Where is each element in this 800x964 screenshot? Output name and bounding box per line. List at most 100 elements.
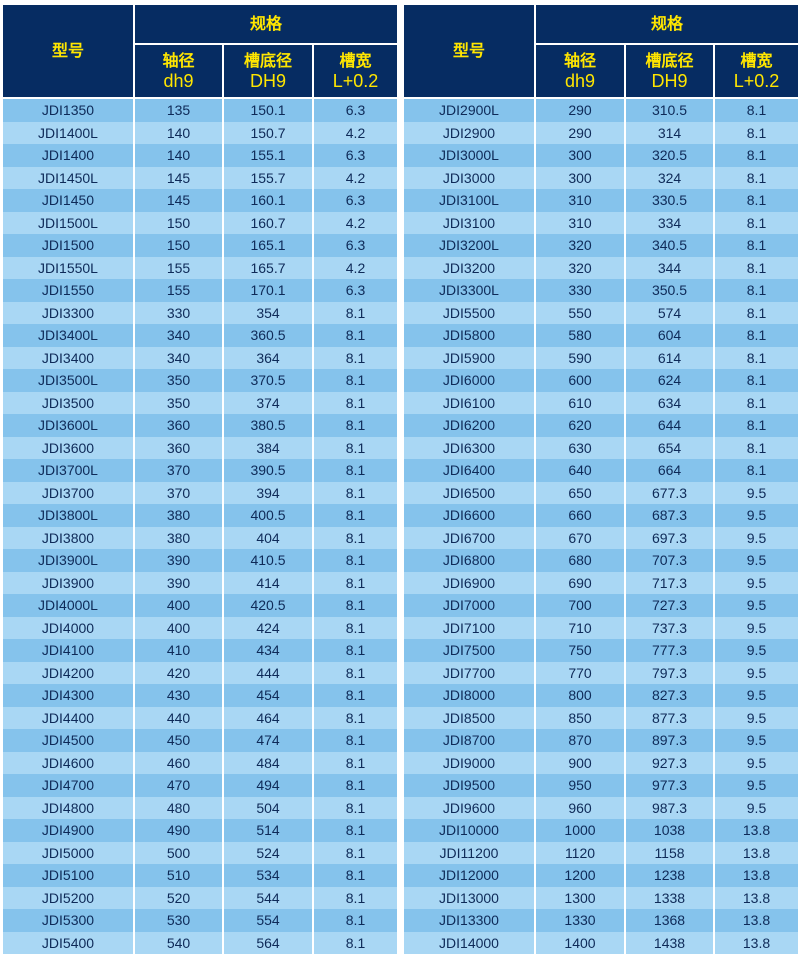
cell-model: JDI6700 — [404, 526, 535, 549]
cell-groove-dia: 474 — [222, 729, 313, 752]
cell-model: JDI9600 — [404, 796, 535, 819]
cell-shaft-dia: 140 — [133, 144, 223, 167]
cell-groove-width: 8.1 — [311, 706, 398, 729]
cell-model: JDI5800 — [404, 324, 535, 347]
cell-model: JDI3900 — [3, 571, 134, 594]
cell-groove-width: 8.1 — [311, 369, 398, 392]
table-row: JDI5000 500 524 8.1 — [3, 841, 398, 864]
cell-model: JDI3000L — [404, 144, 535, 167]
header-shaft-dia: 轴径 dh9 — [534, 44, 626, 99]
cell-groove-dia: 155.1 — [222, 144, 313, 167]
cell-groove-width: 8.1 — [712, 346, 799, 369]
cell-groove-width: 9.5 — [712, 504, 799, 527]
cell-groove-width: 8.1 — [712, 121, 799, 144]
cell-model: JDI6900 — [404, 571, 535, 594]
cell-groove-width: 8.1 — [311, 481, 398, 504]
cell-groove-dia: 524 — [222, 841, 313, 864]
table-row: JDI3700 370 394 8.1 — [3, 481, 398, 504]
cell-model: JDI3200L — [404, 234, 535, 257]
cell-model: JDI6600 — [404, 504, 535, 527]
table-row: JDI4900 490 514 8.1 — [3, 819, 398, 842]
cell-groove-width: 8.1 — [311, 729, 398, 752]
spec-table-left: 型号 规格 轴径 dh9 槽底径 DH9 槽宽 L+0.2 JDI1350 135 150… — [3, 5, 398, 954]
cell-shaft-dia: 340 — [133, 346, 223, 369]
cell-model: JDI3400L — [3, 324, 134, 347]
cell-model: JDI5900 — [404, 346, 535, 369]
cell-model: JDI7100 — [404, 616, 535, 639]
cell-groove-dia: 927.3 — [624, 751, 714, 774]
header-label: 槽底径 — [645, 51, 694, 70]
cell-model: JDI2900L — [404, 98, 535, 122]
cell-shaft-dia: 950 — [534, 774, 625, 797]
cell-groove-width: 8.1 — [712, 369, 799, 392]
header-model: 型号 — [404, 5, 536, 99]
cell-groove-dia: 707.3 — [624, 549, 714, 572]
cell-model: JDI3500L — [3, 369, 134, 392]
cell-groove-dia: 1368 — [624, 909, 714, 932]
table-row: JDI14000 1400 1438 13.8 — [404, 931, 799, 954]
table-row: JDI6300 630 654 8.1 — [404, 436, 799, 459]
table-row: JDI3400L 340 360.5 8.1 — [3, 324, 398, 347]
table-row: JDI1550L 155 165.7 4.2 — [3, 256, 398, 279]
cell-shaft-dia: 1000 — [534, 819, 625, 842]
cell-groove-width: 9.5 — [712, 481, 799, 504]
cell-shaft-dia: 140 — [133, 121, 223, 144]
cell-groove-dia: 534 — [222, 864, 313, 887]
cell-groove-dia: 330.5 — [624, 189, 714, 212]
cell-groove-dia: 354 — [222, 301, 313, 324]
cell-shaft-dia: 510 — [133, 864, 223, 887]
cell-shaft-dia: 155 — [133, 279, 223, 302]
cell-shaft-dia: 1200 — [534, 864, 625, 887]
header-tolerance: L+0.2 — [332, 71, 379, 91]
cell-shaft-dia: 590 — [534, 346, 625, 369]
table-row: JDI1550 155 170.1 6.3 — [3, 279, 398, 302]
cell-shaft-dia: 460 — [133, 751, 223, 774]
table-row: JDI3300 330 354 8.1 — [3, 301, 398, 324]
table-row: JDI7000 700 727.3 9.5 — [404, 594, 799, 617]
table-row: JDI6500 650 677.3 9.5 — [404, 481, 799, 504]
table-row: JDI6200 620 644 8.1 — [404, 414, 799, 437]
cell-groove-width: 4.2 — [311, 211, 398, 234]
cell-shaft-dia: 350 — [133, 391, 223, 414]
table-row: JDI3800 380 404 8.1 — [3, 526, 398, 549]
cell-model: JDI13300 — [404, 909, 535, 932]
cell-model: JDI1450L — [3, 166, 134, 189]
cell-groove-dia: 150.1 — [222, 98, 313, 122]
cell-shaft-dia: 490 — [133, 819, 223, 842]
cell-groove-width: 8.1 — [311, 571, 398, 594]
cell-groove-width: 13.8 — [712, 909, 799, 932]
cell-groove-dia: 1238 — [624, 864, 714, 887]
cell-model: JDI3200 — [404, 256, 535, 279]
cell-shaft-dia: 320 — [534, 234, 625, 257]
table-row: JDI4600 460 484 8.1 — [3, 751, 398, 774]
cell-groove-width: 8.1 — [311, 324, 398, 347]
cell-shaft-dia: 630 — [534, 436, 625, 459]
table-row: JDI4800 480 504 8.1 — [3, 796, 398, 819]
cell-shaft-dia: 580 — [534, 324, 625, 347]
header-tolerance: L+0.2 — [733, 71, 780, 91]
cell-groove-dia: 340.5 — [624, 234, 714, 257]
table-row: JDI1400L 140 150.7 4.2 — [3, 121, 398, 144]
table-row: JDI12000 1200 1238 13.8 — [404, 864, 799, 887]
cell-shaft-dia: 710 — [534, 616, 625, 639]
cell-shaft-dia: 330 — [534, 279, 625, 302]
cell-groove-dia: 1338 — [624, 886, 714, 909]
cell-shaft-dia: 300 — [534, 166, 625, 189]
header-tolerance: dh9 — [564, 71, 596, 91]
cell-model: JDI1500L — [3, 211, 134, 234]
cell-groove-dia: 370.5 — [222, 369, 313, 392]
cell-groove-dia: 350.5 — [624, 279, 714, 302]
table-row: JDI6100 610 634 8.1 — [404, 391, 799, 414]
cell-shaft-dia: 650 — [534, 481, 625, 504]
table-body: JDI1350 135 150.1 6.3 JDI1400L 140 150.7 4.2 JDI… — [3, 98, 398, 954]
table-body: JDI2900L 290 310.5 8.1 JDI2900 290 314 8.1 JDI30… — [404, 98, 799, 954]
cell-groove-dia: 420.5 — [222, 594, 313, 617]
cell-groove-width: 9.5 — [712, 571, 799, 594]
cell-groove-width: 8.1 — [712, 234, 799, 257]
cell-groove-dia: 877.3 — [624, 706, 714, 729]
cell-shaft-dia: 1400 — [534, 931, 625, 954]
table-row: JDI7100 710 737.3 9.5 — [404, 616, 799, 639]
cell-groove-dia: 554 — [222, 909, 313, 932]
cell-groove-width: 8.1 — [311, 549, 398, 572]
cell-model: JDI12000 — [404, 864, 535, 887]
